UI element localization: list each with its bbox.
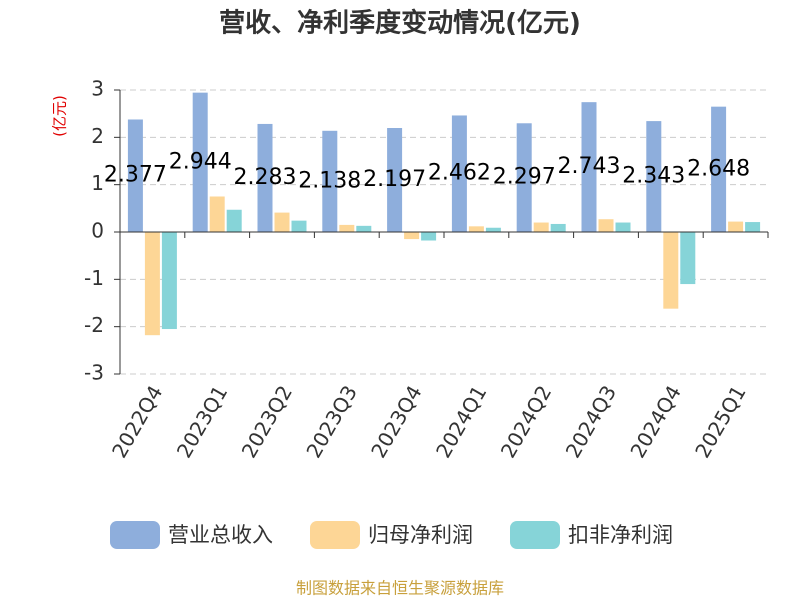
data-label: 2.138	[298, 168, 361, 193]
y-tick-label: 2	[91, 124, 104, 148]
bar	[192, 92, 208, 232]
x-tick-label: 2024Q1	[431, 381, 491, 462]
x-tick-label: 2022Q4	[107, 381, 167, 462]
bar	[356, 225, 372, 232]
bar	[550, 223, 566, 232]
bar	[421, 232, 437, 241]
bar	[468, 226, 484, 232]
chart-title: 营收、净利季度变动情况(亿元)	[219, 8, 581, 39]
bar	[516, 123, 532, 232]
legend-swatch	[110, 521, 160, 549]
data-label: 2.377	[104, 163, 167, 188]
data-label: 2.297	[493, 165, 556, 190]
bar	[680, 232, 696, 285]
x-tick-label: 2023Q4	[366, 381, 426, 462]
bar	[161, 232, 177, 330]
legend: 营业总收入 归母净利润 扣非净利润	[110, 521, 673, 549]
y-tick-label: 3	[91, 77, 104, 101]
bar	[144, 232, 160, 336]
bar	[711, 106, 727, 232]
data-label: 2.743	[558, 154, 621, 179]
bar	[745, 222, 761, 232]
legend-label: 扣非净利润	[568, 523, 673, 547]
data-label: 2.283	[234, 165, 297, 190]
legend-label: 归母净利润	[368, 523, 473, 547]
source-note: 制图数据来自恒生聚源数据库	[296, 579, 504, 598]
bar	[581, 102, 597, 232]
bar	[485, 227, 501, 232]
bar	[291, 220, 307, 232]
bar	[728, 221, 744, 232]
data-label: 2.944	[169, 149, 232, 174]
bar	[387, 128, 403, 232]
y-tick-label: 0	[91, 219, 104, 243]
data-label: 2.648	[687, 156, 750, 181]
data-label: 2.343	[622, 164, 685, 189]
y-tick-label: 1	[91, 171, 104, 195]
y-tick-label: -3	[84, 361, 104, 385]
bar	[404, 232, 420, 240]
x-tick-label: 2024Q4	[625, 381, 685, 462]
y-tick-label: -2	[84, 313, 104, 337]
bar	[646, 121, 662, 232]
y-axis-label: (亿元)	[51, 95, 69, 137]
bar	[598, 219, 614, 232]
x-tick-label: 2024Q3	[561, 381, 621, 462]
bar	[533, 222, 549, 232]
y-tick-label: -1	[84, 266, 104, 290]
legend-label: 营业总收入	[168, 523, 273, 547]
x-tick-label: 2023Q2	[237, 381, 297, 462]
bar	[339, 224, 355, 232]
bar	[257, 123, 273, 232]
bar	[322, 130, 338, 232]
data-label: 2.462	[428, 161, 491, 186]
bar	[451, 115, 467, 232]
bar	[226, 209, 242, 232]
x-tick-label: 2023Q1	[172, 381, 232, 462]
x-tick-label: 2023Q3	[301, 381, 361, 462]
legend-swatch	[510, 521, 560, 549]
bar	[615, 222, 631, 232]
data-label: 2.197	[363, 167, 426, 192]
bar	[274, 212, 290, 232]
x-tick-label: 2025Q1	[690, 381, 750, 462]
x-tick-label: 2024Q2	[496, 381, 556, 462]
bar	[127, 119, 143, 232]
bar	[663, 232, 679, 309]
legend-swatch	[310, 521, 360, 549]
bar	[209, 196, 225, 232]
